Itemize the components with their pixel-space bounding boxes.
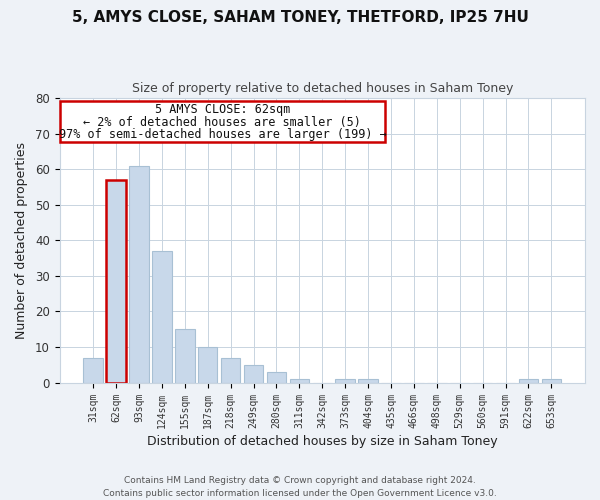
- Bar: [244, 365, 263, 382]
- Text: 5 AMYS CLOSE: 62sqm: 5 AMYS CLOSE: 62sqm: [155, 104, 290, 117]
- Bar: [129, 166, 149, 382]
- Title: Size of property relative to detached houses in Saham Toney: Size of property relative to detached ho…: [131, 82, 513, 96]
- Bar: [198, 347, 217, 382]
- FancyBboxPatch shape: [59, 101, 385, 142]
- Bar: [519, 379, 538, 382]
- Bar: [358, 379, 378, 382]
- Bar: [335, 379, 355, 382]
- Bar: [83, 358, 103, 382]
- Text: 97% of semi-detached houses are larger (199) →: 97% of semi-detached houses are larger (…: [59, 128, 386, 141]
- Y-axis label: Number of detached properties: Number of detached properties: [15, 142, 28, 339]
- Text: ← 2% of detached houses are smaller (5): ← 2% of detached houses are smaller (5): [83, 116, 361, 129]
- Bar: [267, 372, 286, 382]
- Bar: [221, 358, 241, 382]
- Bar: [542, 379, 561, 382]
- Text: Contains HM Land Registry data © Crown copyright and database right 2024.
Contai: Contains HM Land Registry data © Crown c…: [103, 476, 497, 498]
- Text: 5, AMYS CLOSE, SAHAM TONEY, THETFORD, IP25 7HU: 5, AMYS CLOSE, SAHAM TONEY, THETFORD, IP…: [71, 10, 529, 25]
- Bar: [290, 379, 309, 382]
- Bar: [152, 251, 172, 382]
- Bar: [106, 180, 126, 382]
- Bar: [175, 329, 194, 382]
- X-axis label: Distribution of detached houses by size in Saham Toney: Distribution of detached houses by size …: [147, 434, 497, 448]
